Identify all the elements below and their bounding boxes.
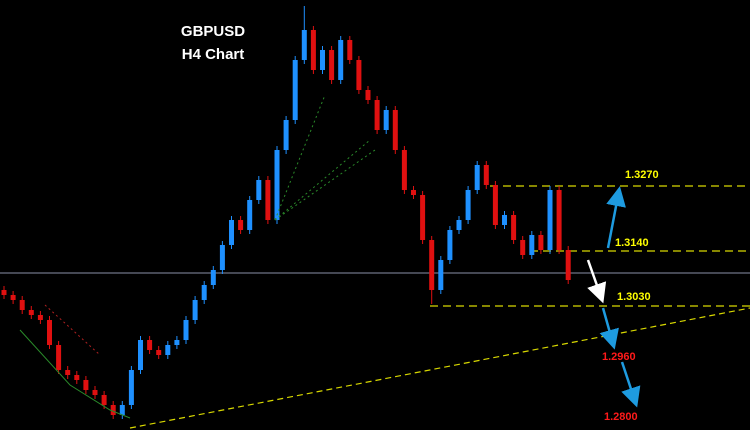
- candle-body: [92, 390, 98, 395]
- candle-body: [201, 285, 207, 300]
- candle-body: [74, 375, 80, 380]
- candle-body: [320, 50, 325, 70]
- candle-body: [511, 215, 517, 240]
- candle-body: [456, 220, 462, 230]
- pattern-line: [274, 94, 326, 221]
- chart-title: GBPUSD: [181, 23, 245, 40]
- arrow: [620, 361, 641, 408]
- level-label: 1.3030: [617, 291, 651, 303]
- candle-body: [256, 180, 262, 200]
- chart-subtitle: H4 Chart: [182, 46, 245, 63]
- arrow: [606, 186, 626, 249]
- candle-body: [429, 240, 435, 290]
- candle-body: [192, 300, 198, 320]
- pattern-line: [274, 139, 371, 221]
- candle-body: [492, 185, 498, 225]
- candle-body: [538, 235, 544, 250]
- candle-body: [165, 345, 171, 355]
- level-label: 1.3270: [625, 169, 659, 181]
- candle-body: [147, 340, 153, 350]
- candle-body: [1, 290, 7, 295]
- candle-body: [401, 150, 407, 190]
- candle-body: [138, 340, 143, 370]
- candle-body: [128, 370, 134, 405]
- pattern-line: [274, 149, 376, 221]
- arrows: [586, 186, 641, 408]
- candle-body: [174, 340, 180, 345]
- candle-body: [338, 40, 344, 80]
- candle-body: [365, 90, 371, 100]
- pattern-line: [19, 329, 131, 419]
- pattern-line: [44, 304, 101, 356]
- candle-body: [156, 350, 162, 355]
- arrow: [586, 259, 607, 304]
- candle-body: [301, 30, 307, 60]
- candle-body: [310, 30, 316, 70]
- candle-body: [110, 405, 116, 415]
- candle-body: [556, 190, 562, 250]
- candle-body: [447, 230, 453, 260]
- candle-body: [247, 200, 253, 230]
- candle-body: [529, 235, 535, 255]
- candle-body: [292, 60, 298, 120]
- candle-body: [420, 195, 426, 240]
- candle-body: [565, 250, 571, 280]
- candle-body: [392, 110, 398, 150]
- candle-body: [10, 295, 16, 300]
- candle-body: [19, 300, 25, 310]
- candle-body: [65, 370, 71, 375]
- candle-body: [210, 270, 216, 285]
- candle-body: [356, 60, 362, 90]
- pattern-solid: [19, 329, 131, 419]
- candle-body: [83, 380, 89, 390]
- candle-body: [438, 260, 444, 290]
- candle-body: [329, 50, 335, 80]
- level-label: 1.2800: [604, 411, 638, 423]
- candle-body: [219, 245, 225, 270]
- candle-body: [520, 240, 526, 255]
- candle-body: [265, 180, 271, 220]
- candle-body: [37, 315, 43, 320]
- candle-body: [183, 320, 189, 340]
- candle-body: [238, 220, 244, 230]
- candle-body: [383, 110, 389, 130]
- level-label: 1.2960: [602, 351, 636, 363]
- candle-body: [474, 165, 480, 190]
- candle-body: [502, 215, 507, 225]
- candle-body: [101, 395, 107, 405]
- plot-area: [0, 6, 750, 429]
- candle-body: [229, 220, 234, 245]
- pattern-lines: [44, 94, 376, 356]
- candle-body: [374, 100, 380, 130]
- candle-body: [47, 320, 52, 345]
- arrow: [599, 307, 619, 350]
- candle-body: [483, 165, 489, 185]
- candle-body: [274, 150, 280, 220]
- candle-body: [411, 190, 416, 195]
- candle-body: [28, 310, 34, 315]
- candle-body: [547, 190, 553, 250]
- candle-body: [56, 345, 62, 370]
- candle-body: [119, 405, 125, 415]
- candle-body: [465, 190, 471, 220]
- trendline: [129, 307, 750, 429]
- level-label: 1.3140: [615, 237, 649, 249]
- candle-body: [283, 120, 289, 150]
- candle-body: [347, 40, 353, 60]
